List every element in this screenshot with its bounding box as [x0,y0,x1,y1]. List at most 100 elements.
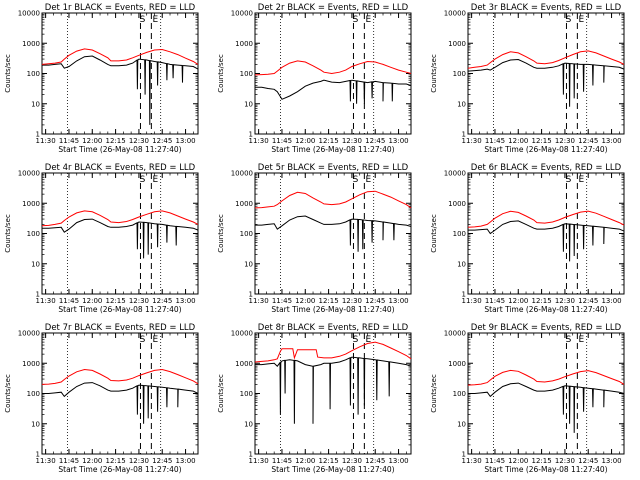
y-tick-label: 10 [457,100,466,108]
panel-det-6r: Det 6r BLACK = Events, RED = LLD 1 10 100 10… [430,163,625,314]
x-tick-label: 12:45 [152,137,172,145]
panel-title: Det 4r BLACK = Events, RED = LLD [45,163,196,173]
x-tick-label: 11:30 [36,297,56,305]
y-tick-label: 10000 [444,10,466,18]
y-tick-label: 1 [249,291,253,299]
panel-title: Det 5r BLACK = Events, RED = LLD [258,163,409,173]
x-tick-label: 12:45 [152,457,172,465]
y-tick-label: 10 [457,260,466,268]
marker-label-e: E [153,175,159,185]
plot-frame [254,332,412,455]
x-tick-label: 13:00 [175,457,195,465]
y-axis-label: Counts/sec [217,214,225,253]
x-tick-label: 12:00 [82,137,102,145]
panel-det-2r: Det 2r BLACK = Events, RED = LLD 1 10 100 10… [217,3,412,154]
y-tick-label: 100 [453,70,466,78]
marker-label-e: E [579,15,585,25]
series-events [468,220,625,262]
series-lld [254,60,412,76]
marker-label-e: E [153,15,159,25]
x-tick-label: 11:45 [485,457,505,465]
plot-frame [467,12,625,135]
x-tick-label: 12:30 [342,457,362,465]
y-tick-label: 1000 [235,360,253,368]
x-tick-label: 11:45 [59,457,79,465]
x-tick-label: 11:30 [462,457,482,465]
x-tick-label: 12:30 [129,457,149,465]
series-lld [41,210,199,227]
plot-frame [41,172,199,295]
series-events [42,382,199,424]
y-tick-label: 1 [249,451,253,459]
marker-label-s: S [140,335,146,345]
x-tick-label: 13:00 [601,137,621,145]
x-tick-label: 12:15 [106,297,126,305]
x-tick-label: 11:30 [36,137,56,145]
panel-det-3r: Det 3r BLACK = Events, RED = LLD 1 10 100 10… [430,3,625,154]
marker-label-e: E [579,335,585,345]
series-events [255,215,412,252]
y-tick-label: 1 [36,131,40,139]
panel-det-5r: Det 5r BLACK = Events, RED = LLD 1 10 100 10… [217,163,412,314]
x-tick-label: 13:00 [601,457,621,465]
x-tick-label: 12:30 [555,457,575,465]
x-tick-label: 12:15 [106,137,126,145]
y-tick-label: 1000 [235,200,253,208]
series-events [468,382,625,433]
x-tick-label: 12:45 [365,297,385,305]
series-events [255,356,412,424]
y-tick-label: 10 [31,260,40,268]
y-tick-label: 1 [462,131,466,139]
y-tick-label: 10000 [444,330,466,338]
x-tick-label: 13:00 [388,457,408,465]
x-axis-label: Start Time (26-May-08 11:27:40) [58,305,181,314]
series-lld [467,50,625,69]
y-axis-label: Counts/sec [4,214,12,253]
x-tick-label: 12:45 [578,457,598,465]
x-axis-label: Start Time (26-May-08 11:27:40) [271,465,394,474]
y-tick-label: 1000 [22,40,40,48]
y-tick-label: 100 [453,390,466,398]
x-tick-label: 12:45 [152,297,172,305]
y-tick-label: 10000 [444,170,466,178]
marker-label-s: S [566,175,572,185]
panel-det-4r: Det 4r BLACK = Events, RED = LLD 1 10 100 10… [4,163,199,314]
y-tick-label: 1 [249,131,253,139]
plot-frame [254,172,412,295]
x-axis-label: Start Time (26-May-08 11:27:40) [271,145,394,154]
x-tick-label: 11:30 [462,137,482,145]
panel-title: Det 9r BLACK = Events, RED = LLD [471,323,622,333]
x-tick-label: 12:00 [82,297,102,305]
y-tick-label: 1 [36,291,40,299]
series-lld [41,48,199,65]
x-tick-label: 12:15 [532,137,552,145]
marker-label-e: E [153,335,159,345]
x-tick-label: 11:45 [272,457,292,465]
series-lld [254,190,412,209]
x-axis-label: Start Time (26-May-08 11:27:40) [58,145,181,154]
x-tick-label: 11:45 [272,137,292,145]
x-tick-label: 12:45 [365,137,385,145]
x-tick-label: 11:30 [249,457,269,465]
y-axis-label: Counts/sec [430,374,438,413]
marker-label-s: S [566,15,572,25]
y-axis-label: Counts/sec [430,214,438,253]
plot-frame [41,332,199,455]
x-tick-label: 11:45 [485,297,505,305]
y-tick-label: 100 [240,70,253,78]
marker-label-s: S [353,175,359,185]
x-tick-label: 13:00 [175,137,195,145]
plot-frame [467,332,625,455]
panel-title: Det 2r BLACK = Events, RED = LLD [258,3,409,13]
y-tick-label: 1 [462,291,466,299]
y-tick-label: 1000 [448,40,466,48]
y-tick-label: 10000 [18,330,40,338]
x-tick-label: 12:00 [82,457,102,465]
y-tick-label: 100 [240,390,253,398]
plot-frame [467,172,625,295]
series-events [42,218,199,259]
x-tick-label: 13:00 [175,297,195,305]
x-tick-label: 12:15 [532,297,552,305]
y-tick-label: 10 [244,420,253,428]
